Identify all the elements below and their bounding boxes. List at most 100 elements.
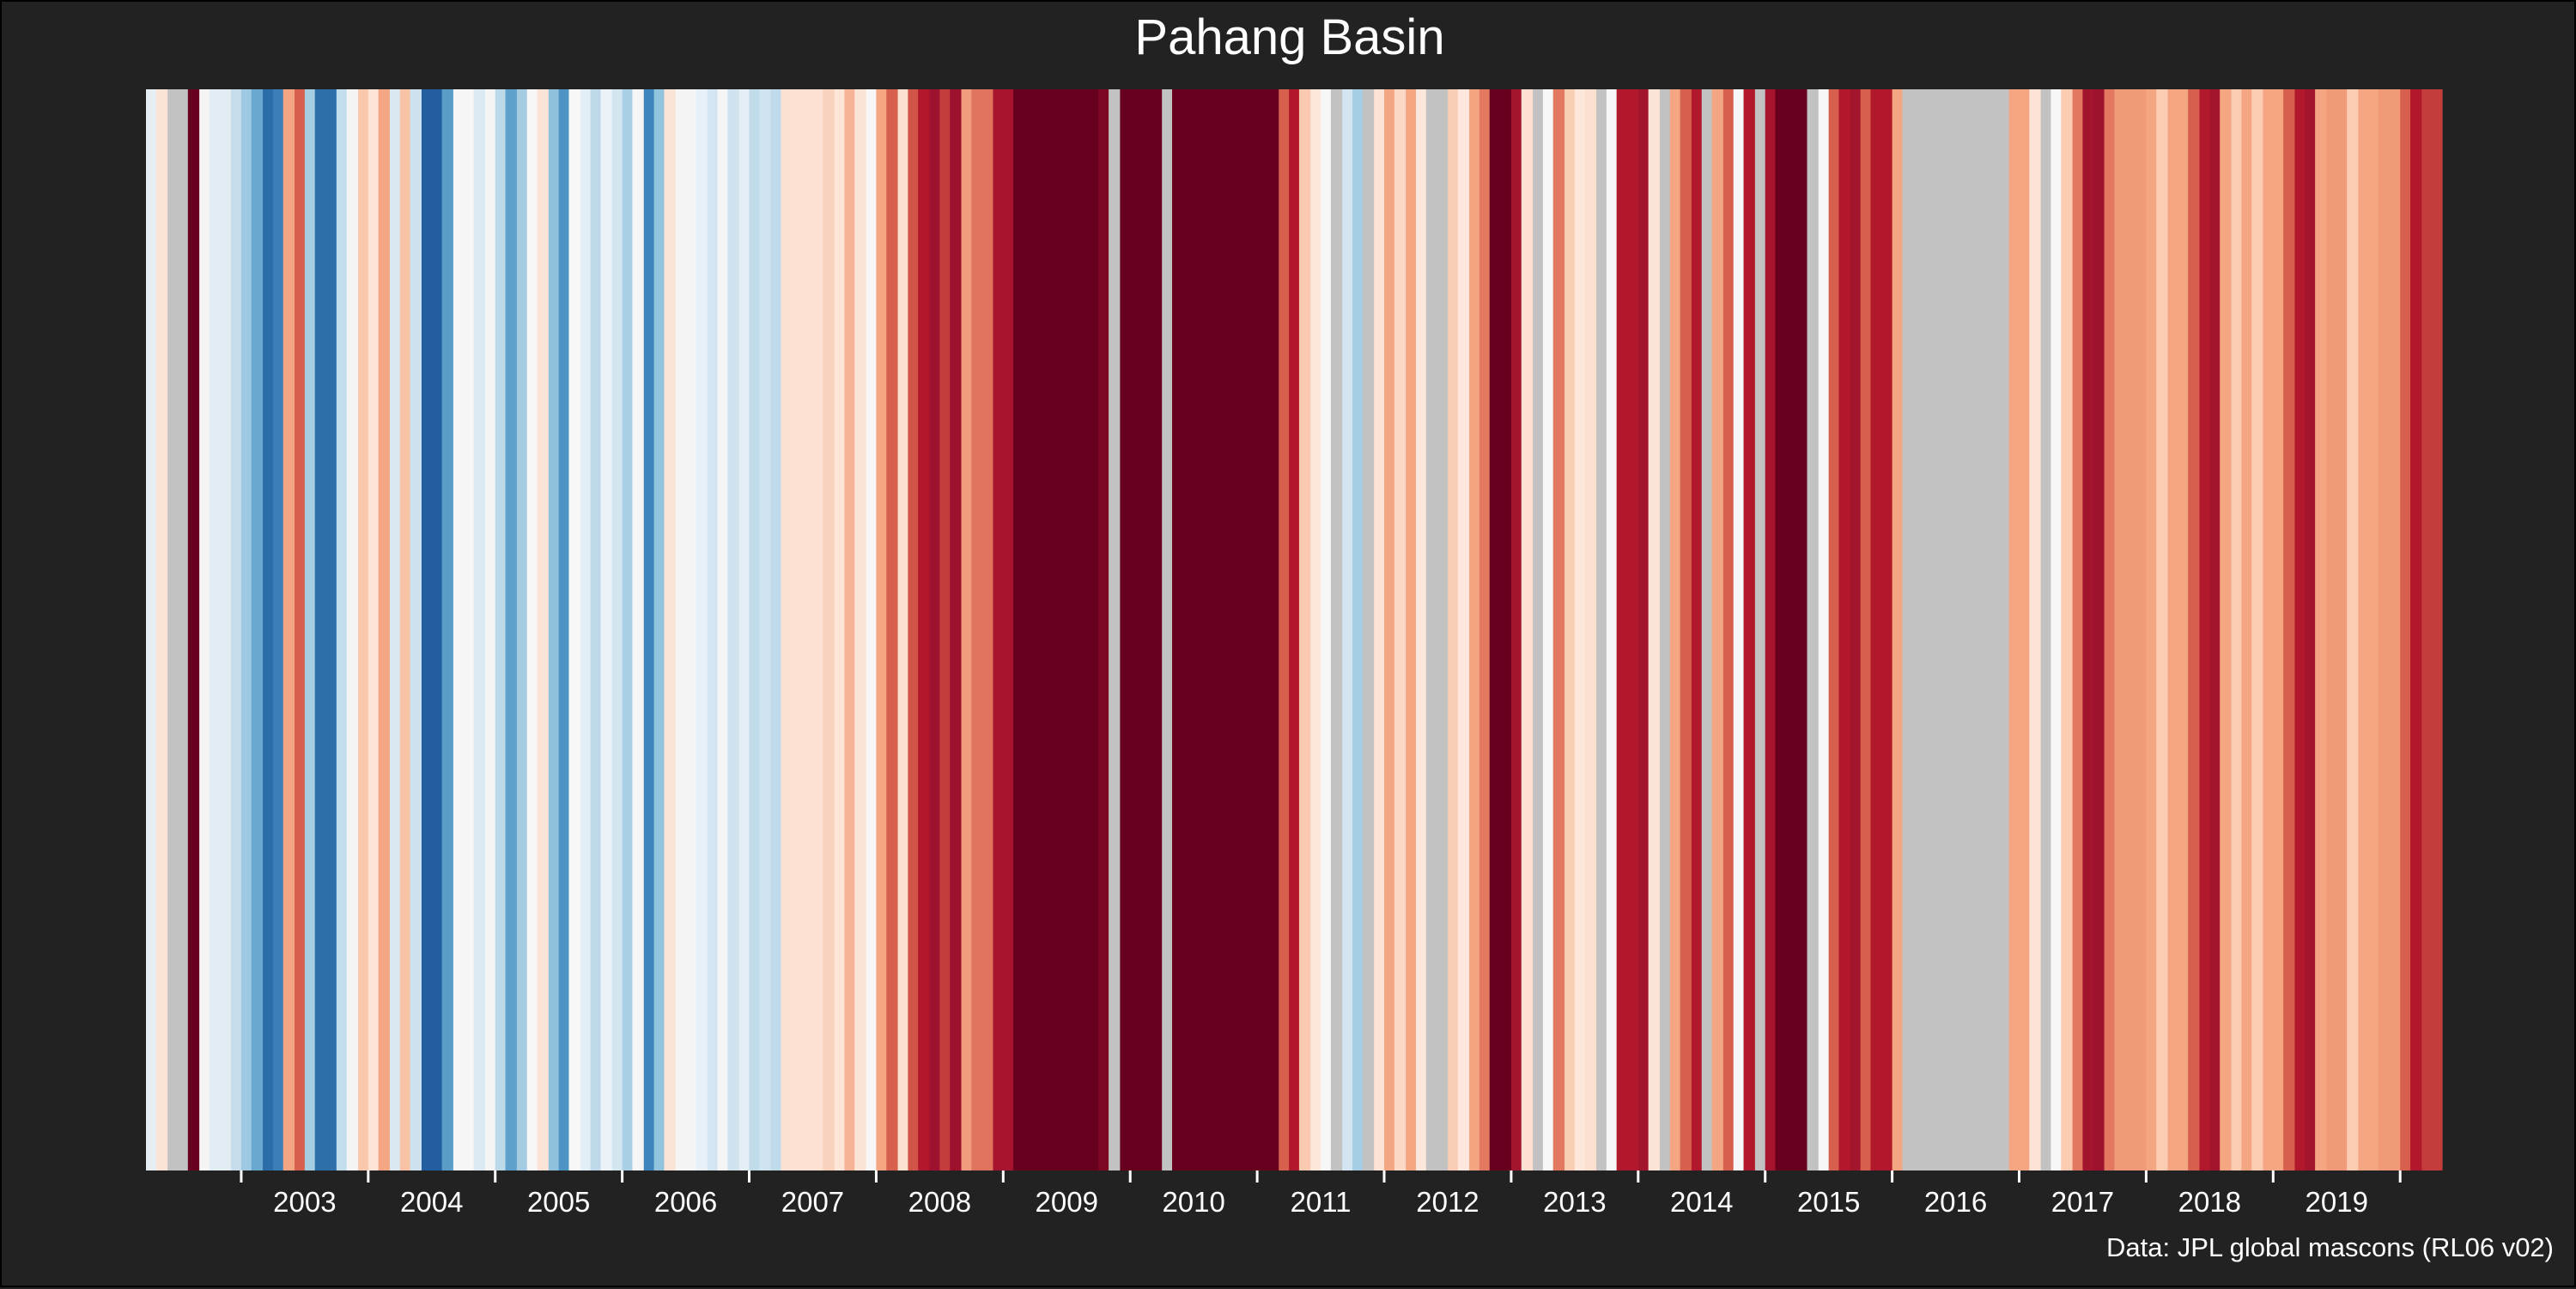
stripe xyxy=(537,89,550,1170)
x-tick-label: 2010 xyxy=(1162,1186,1224,1218)
stripe xyxy=(738,89,750,1170)
stripe xyxy=(251,89,264,1170)
stripe xyxy=(314,89,337,1170)
stripe xyxy=(484,89,496,1170)
stripe xyxy=(1828,89,1840,1170)
data-source-caption: Data: JPL global mascons (RL06 v02) xyxy=(2106,1232,2554,1262)
x-tick-label: 2003 xyxy=(273,1186,336,1218)
stripe xyxy=(295,89,306,1170)
stripe xyxy=(1701,89,1713,1170)
stripe xyxy=(908,89,919,1170)
x-tick-label: 2012 xyxy=(1416,1186,1479,1218)
stripe xyxy=(1754,89,1766,1170)
stripe xyxy=(1289,89,1300,1170)
x-tick-label: 2004 xyxy=(400,1186,463,1218)
stripe xyxy=(886,89,899,1170)
x-tick-label: 2011 xyxy=(1291,1186,1352,1218)
stripe xyxy=(854,89,867,1170)
stripe xyxy=(2104,89,2116,1170)
stripe xyxy=(558,89,570,1170)
stripe xyxy=(378,89,391,1170)
x-tick-label: 2007 xyxy=(781,1186,844,1218)
stripe xyxy=(727,89,740,1170)
stripe xyxy=(1479,89,1491,1170)
stripe xyxy=(1384,89,1395,1170)
stripe xyxy=(421,89,443,1170)
stripe xyxy=(2167,89,2189,1170)
stripe xyxy=(1162,89,1173,1170)
stripe xyxy=(1574,89,1586,1170)
stripe xyxy=(2061,89,2074,1170)
stripe xyxy=(1521,89,1534,1170)
stripe xyxy=(1902,89,2010,1170)
x-tick-label: 2005 xyxy=(527,1186,590,1218)
stripe xyxy=(368,89,380,1170)
stripe xyxy=(2315,89,2328,1170)
stripe xyxy=(263,89,274,1170)
stripe xyxy=(1362,89,1375,1170)
stripe xyxy=(1415,89,1427,1170)
stripe xyxy=(231,89,242,1170)
stripe xyxy=(1310,89,1321,1170)
x-tick-label: 2013 xyxy=(1543,1186,1606,1218)
stripe xyxy=(495,89,507,1170)
stripe xyxy=(1606,89,1618,1170)
stripe xyxy=(1637,89,1649,1170)
stripe xyxy=(1489,89,1512,1170)
stripe xyxy=(1807,89,1820,1170)
stripe xyxy=(2050,89,2062,1170)
stripe xyxy=(2146,89,2157,1170)
stripe xyxy=(1892,89,1904,1170)
stripe xyxy=(199,89,210,1170)
stripe xyxy=(167,89,189,1170)
stripe xyxy=(1648,89,1661,1170)
stripe xyxy=(399,89,411,1170)
stripe xyxy=(2347,89,2359,1170)
stripe xyxy=(548,89,560,1170)
stripe xyxy=(1457,89,1470,1170)
stripe xyxy=(759,89,772,1170)
stripe xyxy=(600,89,613,1170)
stripe xyxy=(643,89,655,1170)
stripe xyxy=(580,89,592,1170)
stripe xyxy=(146,89,157,1170)
stripe xyxy=(1691,89,1703,1170)
stripe xyxy=(2029,89,2042,1170)
x-tick-label: 2006 xyxy=(654,1186,717,1218)
stripe xyxy=(1013,89,1036,1170)
stripe xyxy=(1733,89,1745,1170)
stripe xyxy=(1394,89,1406,1170)
stripe xyxy=(2040,89,2052,1170)
stripe xyxy=(346,89,359,1170)
stripe xyxy=(441,89,454,1170)
stripe xyxy=(2156,89,2169,1170)
stripe xyxy=(717,89,728,1170)
stripe xyxy=(2410,89,2422,1170)
stripe xyxy=(2093,89,2105,1170)
stripe xyxy=(1669,89,1681,1170)
stripe xyxy=(283,89,295,1170)
stripe xyxy=(240,89,252,1170)
stripe xyxy=(971,89,994,1170)
stripe xyxy=(1584,89,1597,1170)
stripe xyxy=(1172,89,1279,1170)
stripe xyxy=(1870,89,1893,1170)
stripe xyxy=(1818,89,1830,1170)
stripe xyxy=(1564,89,1576,1170)
stripe xyxy=(844,89,855,1170)
stripe xyxy=(336,89,348,1170)
x-tick-label: 2018 xyxy=(2178,1186,2241,1218)
stripe xyxy=(929,89,940,1170)
x-tick-label: 2015 xyxy=(1797,1186,1860,1218)
stripe xyxy=(707,89,719,1170)
stripe xyxy=(2241,89,2252,1170)
stripe xyxy=(2294,89,2306,1170)
stripe xyxy=(473,89,486,1170)
stripe xyxy=(993,89,1014,1170)
stripe xyxy=(2199,89,2210,1170)
stripe xyxy=(2421,89,2443,1170)
stripe xyxy=(2251,89,2264,1170)
stripe xyxy=(1743,89,1756,1170)
stripe xyxy=(950,89,963,1170)
